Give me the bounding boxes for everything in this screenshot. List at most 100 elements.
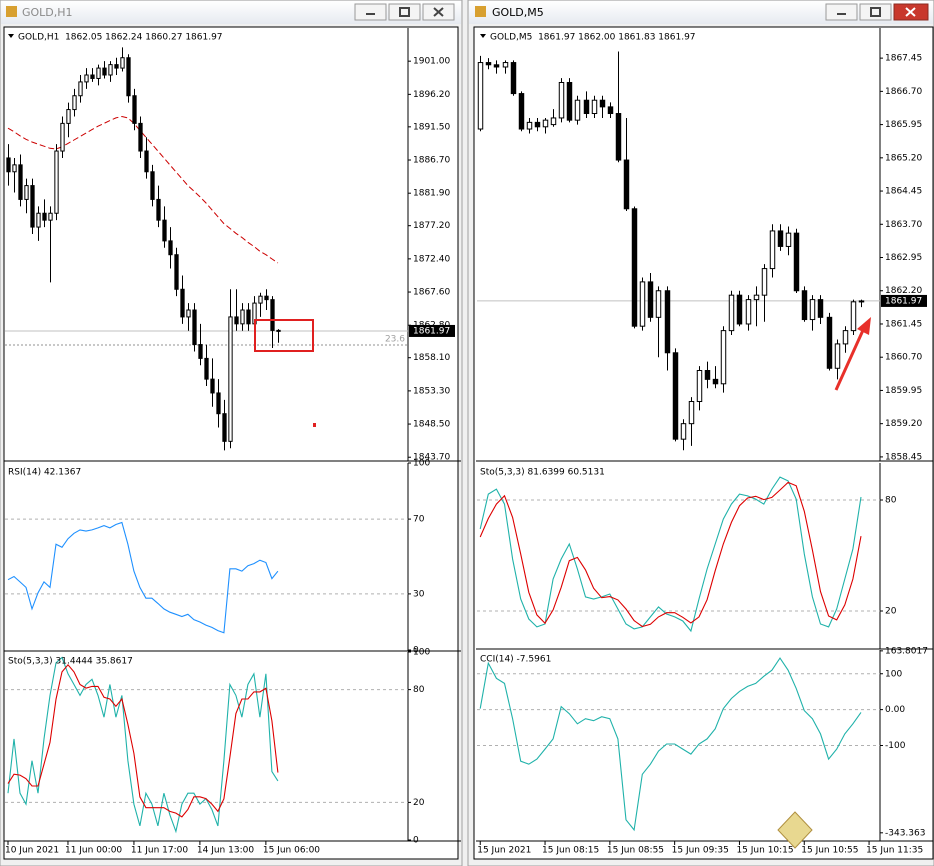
candle-body xyxy=(493,64,500,68)
candle-body xyxy=(150,171,155,200)
arrow-head xyxy=(857,317,871,335)
candle-body xyxy=(240,309,245,325)
y-tick-label: 100 xyxy=(885,669,902,679)
x-tick-label: 11 Jun 17:00 xyxy=(131,846,188,856)
y-tick-label: 1843.70 xyxy=(413,453,450,463)
y-tick-label: -100 xyxy=(885,741,906,751)
candle-body xyxy=(162,219,167,242)
y-tick-label: 1861.45 xyxy=(885,319,922,329)
icon xyxy=(399,7,410,17)
candle-body xyxy=(477,62,484,130)
candle-body xyxy=(210,378,215,394)
candle-body xyxy=(90,74,95,79)
candle-body xyxy=(42,212,47,221)
candle-body xyxy=(850,301,857,332)
minimize-button[interactable] xyxy=(825,3,858,21)
y-tick-label: 1853.30 xyxy=(413,386,450,396)
candle-body xyxy=(48,212,53,221)
collapse-arrow xyxy=(480,34,486,38)
chart-header: GOLD,M5 1861.97 1862.00 1861.83 1861.97 xyxy=(490,33,696,43)
candle-body xyxy=(78,81,83,97)
indicator-title: Sto(5,3,3) 31.4444 35.8617 xyxy=(8,657,133,667)
x-tick-label: 15 Jun 09:35 xyxy=(672,846,729,856)
y-tick-label: 1891.50 xyxy=(413,122,450,132)
candle-body xyxy=(826,316,833,369)
candle-body xyxy=(753,294,760,301)
marker-dot xyxy=(313,423,316,427)
x-tick-label: 15 Jun 2021 xyxy=(477,846,531,856)
candle-body xyxy=(138,122,143,152)
candle-body xyxy=(72,95,77,111)
candle-body xyxy=(66,109,71,124)
y-tick-label: 1877.20 xyxy=(413,221,450,231)
y-tick-label: 1860.70 xyxy=(885,353,922,363)
y-tick-label: 20 xyxy=(413,798,425,808)
candle-body xyxy=(144,150,149,173)
y-tick-label: 1862.95 xyxy=(885,253,922,263)
restore-button[interactable] xyxy=(859,3,892,21)
y-tick-label: 1872.40 xyxy=(413,254,450,264)
candle-body xyxy=(809,299,816,321)
y-tick-label: 30 xyxy=(413,589,425,599)
chart-area xyxy=(473,26,934,860)
y-tick-label: 80 xyxy=(413,685,425,695)
x-tick-label: 15 Jun 08:55 xyxy=(607,846,664,856)
candle-body xyxy=(156,198,161,221)
candle-body xyxy=(777,230,784,247)
x-tick-label: 11 Jun 00:00 xyxy=(65,846,122,856)
candle-body xyxy=(168,240,173,256)
minimize-button[interactable] xyxy=(354,3,387,21)
candle-body xyxy=(712,378,719,385)
chart-header: GOLD,H1 1862.05 1862.24 1860.27 1861.97 xyxy=(18,33,223,43)
indicator-line xyxy=(7,521,279,634)
candle-body xyxy=(769,230,776,270)
y-tick-label: 1858.45 xyxy=(885,452,922,462)
title-bar xyxy=(1,1,461,24)
indicator-title: Sto(5,3,3) 81.6399 60.5131 xyxy=(480,468,605,478)
indicator-title: CCI(14) -7.5961 xyxy=(480,655,551,665)
candle-body xyxy=(18,164,23,200)
y-tick-label: -343.363 xyxy=(885,828,925,838)
candle-body xyxy=(174,254,179,290)
candle-body xyxy=(276,329,281,332)
indicator-line xyxy=(479,481,862,628)
candle-body xyxy=(704,369,711,380)
candle-body xyxy=(793,232,800,292)
candle-body xyxy=(696,369,703,403)
y-tick-label: 1896.20 xyxy=(413,90,450,100)
candle-body xyxy=(842,330,849,345)
candle-body xyxy=(720,330,727,385)
candle-body xyxy=(655,290,662,318)
candle-body xyxy=(510,62,517,95)
candle-body xyxy=(192,309,197,346)
candle-body xyxy=(186,309,191,318)
y-tick-label: 70 xyxy=(413,515,425,525)
candle-body xyxy=(198,344,203,359)
candle-body xyxy=(761,268,768,296)
y-tick-label: 1865.95 xyxy=(885,120,922,130)
price-label-box xyxy=(409,324,455,337)
icon xyxy=(433,7,444,17)
candle-body xyxy=(736,294,743,325)
candle-body xyxy=(204,357,209,380)
indicator-title: RSI(14) 42.1367 xyxy=(8,468,81,478)
candle-body xyxy=(108,64,113,76)
restore-button[interactable] xyxy=(388,3,421,21)
price-label-box xyxy=(881,294,927,307)
y-tick-label: 0 xyxy=(413,646,419,656)
x-tick-label: 15 Jun 06:00 xyxy=(263,846,320,856)
candle-body xyxy=(222,413,227,442)
indicator-line xyxy=(7,663,279,818)
candle-body xyxy=(688,401,695,425)
candle-body xyxy=(502,62,509,68)
x-tick-label: 14 Jun 13:00 xyxy=(197,846,254,856)
y-tick-label: 1864.45 xyxy=(885,187,922,197)
collapse-arrow xyxy=(8,34,14,38)
candle-body xyxy=(817,299,824,318)
y-tick-label: 1881.90 xyxy=(413,189,450,199)
window-icon xyxy=(6,6,17,17)
candle-body xyxy=(96,67,101,79)
y-tick-label: 1859.20 xyxy=(885,419,922,429)
candle-body xyxy=(542,119,549,128)
y-tick-label: 100 xyxy=(413,459,430,469)
